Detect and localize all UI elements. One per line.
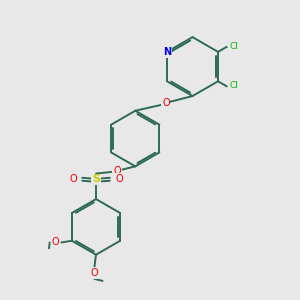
Text: S: S [92,174,100,184]
Text: O: O [115,174,123,184]
Text: Cl: Cl [229,81,238,90]
Text: O: O [91,268,98,278]
Text: O: O [162,98,170,108]
Text: N: N [163,47,171,57]
Text: O: O [52,237,59,248]
Text: O: O [69,174,77,184]
Text: Cl: Cl [229,42,238,51]
Text: O: O [113,166,121,176]
